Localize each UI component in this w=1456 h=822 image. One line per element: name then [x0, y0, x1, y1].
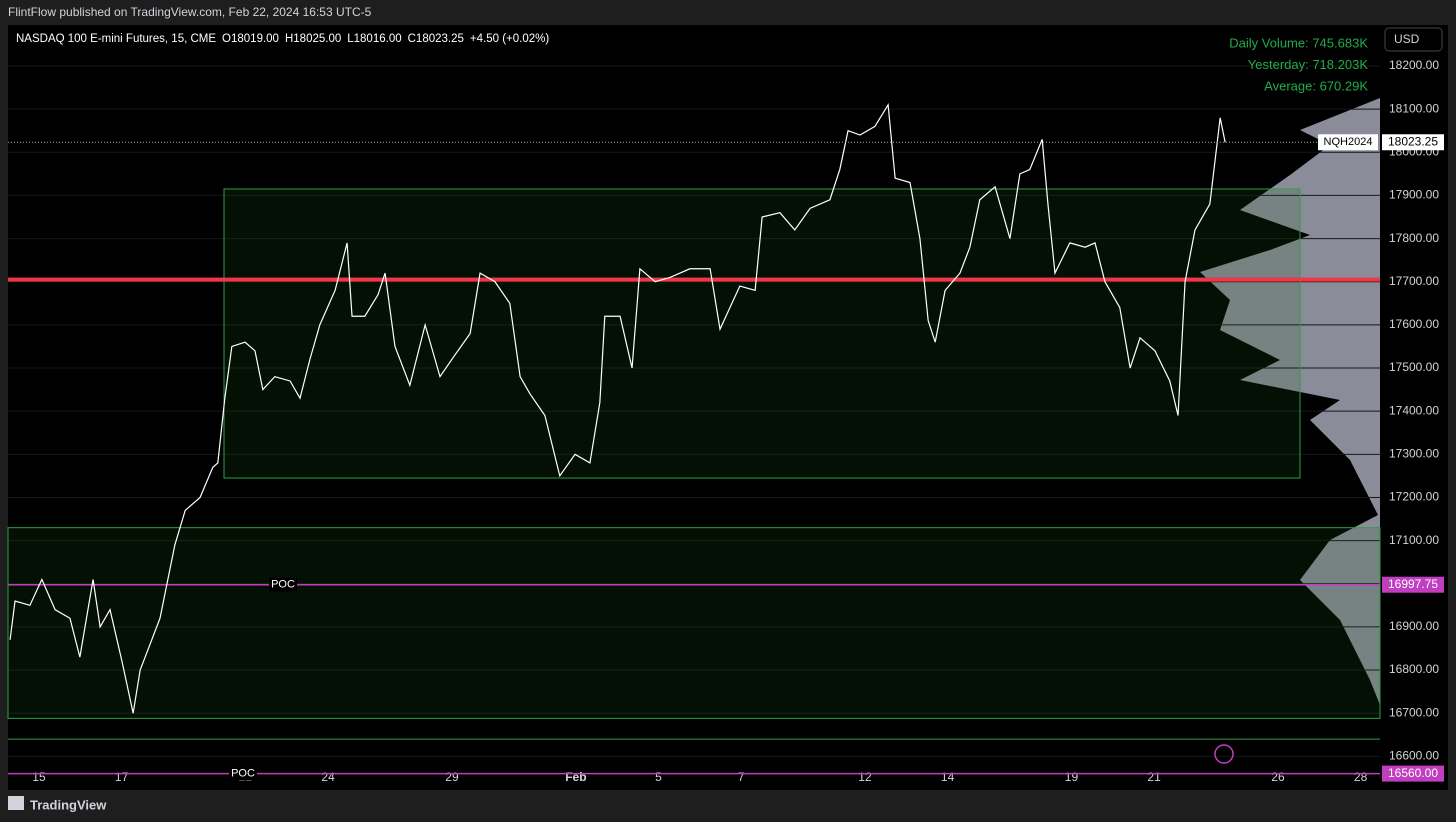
- series-name-bg: [1318, 134, 1378, 151]
- last-price-bg: [1382, 134, 1444, 151]
- publisher-note: FlintFlow published on TradingView.com, …: [8, 5, 372, 19]
- alert-icon[interactable]: [1214, 744, 1234, 764]
- poc-label: POC: [231, 768, 255, 780]
- poc-label-bg: [229, 766, 257, 781]
- volume-stat: Yesterday: 718.203K: [1248, 57, 1369, 72]
- price-line: [9, 102, 1226, 714]
- y-tick-label: 16800.00: [1389, 662, 1439, 676]
- y-tick-label: 17500.00: [1389, 360, 1439, 374]
- brand: TradingView: [30, 797, 107, 812]
- key-level: [8, 277, 1380, 282]
- y-tick-label: 17900.00: [1389, 188, 1439, 202]
- ohlc-value: +4.50 (+0.02%): [470, 33, 549, 45]
- y-tick-label: 17700.00: [1389, 274, 1439, 288]
- ohlc-value: L18016.00: [347, 33, 401, 45]
- y-tick-label: 17300.00: [1389, 446, 1439, 460]
- y-tick-label: 17100.00: [1389, 533, 1439, 547]
- y-tick-label: 18200.00: [1389, 58, 1439, 72]
- ohlc-value: O18019.00: [222, 33, 279, 45]
- currency[interactable]: USD: [1394, 32, 1420, 46]
- y-tick-label: 17600.00: [1389, 317, 1439, 331]
- volume-profile: [1200, 98, 1380, 705]
- poc-price-bg: [1382, 765, 1444, 782]
- y-tick-label: 17400.00: [1389, 403, 1439, 417]
- poc-label: POC: [271, 579, 295, 591]
- currency-button[interactable]: [1384, 27, 1443, 52]
- series-name: NQH2024: [1324, 136, 1373, 148]
- value-area: [223, 188, 1301, 479]
- x-tick-label: 28: [1354, 770, 1368, 784]
- y-tick-label: 16700.00: [1389, 705, 1439, 719]
- volume-stat: Daily Volume: 745.683K: [1229, 35, 1368, 50]
- lower-range: [7, 527, 1381, 719]
- y-tick-label: 17800.00: [1389, 231, 1439, 245]
- y-tick-label: 18100.00: [1389, 101, 1439, 115]
- x-tick-label: 7: [738, 770, 745, 784]
- poc-price: 16560.00: [1388, 766, 1438, 780]
- y-tick-label: 16900.00: [1389, 619, 1439, 633]
- poc-price-bg: [1382, 576, 1444, 593]
- ohlc-value: C18023.25: [408, 33, 464, 45]
- plot: 16600.0016700.0016800.0016900.0017000.00…: [7, 33, 1444, 784]
- x-tick-label: Feb: [565, 770, 586, 784]
- x-tick-label: 24: [321, 770, 335, 784]
- x-tick-label: 19: [1065, 770, 1079, 784]
- x-tick-label: 14: [941, 770, 955, 784]
- volume-stat: Average: 670.29K: [1264, 78, 1368, 93]
- x-tick-label: 26: [1271, 770, 1285, 784]
- y-tick-label: 17200.00: [1389, 490, 1439, 504]
- tv-logo: [8, 796, 24, 810]
- x-tick-label: 5: [655, 770, 662, 784]
- x-tick-label: 17: [115, 770, 129, 784]
- x-tick-label: 15: [32, 770, 46, 784]
- poc-price: 16997.75: [1388, 577, 1438, 591]
- ohlc-value: H18025.00: [285, 33, 341, 45]
- x-tick-label: 21: [1147, 770, 1161, 784]
- last-price-label: 18023.25: [1388, 134, 1438, 148]
- x-tick-label: 12: [858, 770, 872, 784]
- x-tick-label: 29: [445, 770, 459, 784]
- poc-label-bg: [269, 577, 297, 592]
- y-tick-label: 16600.00: [1389, 749, 1439, 763]
- chart-title: NASDAQ 100 E-mini Futures, 15, CME: [16, 33, 216, 45]
